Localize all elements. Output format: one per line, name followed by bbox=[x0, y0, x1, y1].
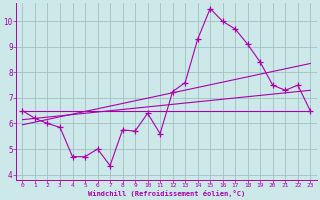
X-axis label: Windchill (Refroidissement éolien,°C): Windchill (Refroidissement éolien,°C) bbox=[88, 190, 245, 197]
